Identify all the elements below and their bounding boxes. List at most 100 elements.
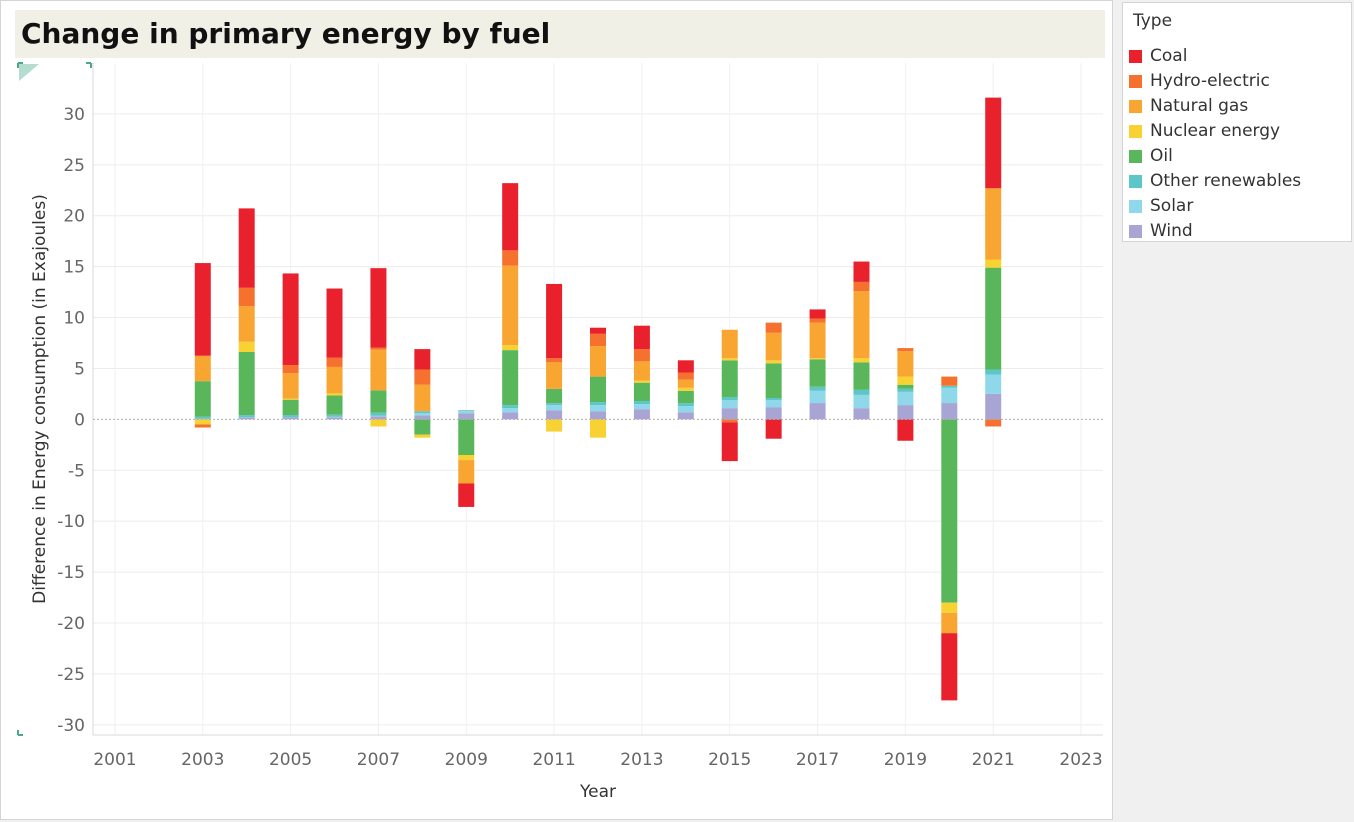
bar-segment-2005-oil [282,399,299,415]
bar-segment-2007-coal [370,268,387,348]
bar-segment-2013-oil [633,382,650,402]
bar-segment-2021-natural-gas [985,188,1002,260]
legend-item-coal[interactable]: Coal [1129,46,1349,71]
bar-segment-2011-other-renewables [546,403,563,406]
bar-segment-2006-nuclear-energy [326,393,343,396]
bar-segment-2021-oil [985,267,1002,370]
y-tick-label: -30 [57,716,85,736]
bar-segment-2004-natural-gas [238,306,255,342]
bar-segment-2012-natural-gas [590,346,606,377]
x-tick-label: 2019 [884,750,927,770]
legend-item-wind[interactable]: Wind [1129,221,1349,246]
bar-segment-2011-nuclear-energy [546,419,563,432]
bar-segment-2020-hydro-electric [941,376,958,386]
bar-segment-2011-oil [546,388,563,404]
legend-label: Solar [1150,196,1194,216]
bar-segment-2018-hydro-electric [853,281,870,292]
legend-label: Hydro-electric [1150,71,1270,91]
bar-segment-2010-other-renewables [502,405,519,409]
bar-segment-2003-coal [194,263,211,356]
bar-segment-2017-solar [809,390,826,404]
x-tick-label: 2003 [181,750,224,770]
bar-segment-2017-nuclear-energy [809,358,826,360]
bar-segment-2016-oil [765,363,782,398]
legend-item-other-renewables[interactable]: Other renewables [1129,171,1349,196]
y-tick-label: 30 [63,105,85,125]
bar-segment-2004-wind [238,417,255,420]
bar-segment-2014-hydro-electric [677,372,694,380]
x-tick-label: 2001 [93,750,136,770]
bar-segment-2005-natural-gas [282,373,299,399]
legend-swatch [1129,125,1142,138]
legend-swatch [1129,100,1142,113]
bar-segment-2007-other-renewables [370,412,387,416]
legend-title: Type [1133,11,1173,31]
x-tick-label: 2009 [445,750,488,770]
bar-segment-2021-nuclear-energy [985,259,1002,268]
bar-segment-2003-hydro-electric [194,424,211,428]
y-tick-label: 0 [74,410,85,430]
bar-segment-2019-nuclear-energy [897,376,914,385]
legend-label: Oil [1150,146,1173,166]
bar-segment-2011-coal [546,283,563,359]
legend-item-hydro-electric[interactable]: Hydro-electric [1129,71,1349,96]
y-tick-label: 5 [74,359,85,379]
bar-segment-2015-oil [721,360,738,397]
bar-segment-2021-other-renewables [985,369,1002,375]
y-tick-label: -5 [68,461,85,481]
bar-segment-2019-wind [897,405,914,420]
bar-segment-2007-wind [370,416,387,420]
bar-segment-2014-wind [677,412,694,420]
bar-segment-2012-nuclear-energy [590,419,606,438]
legend-item-solar[interactable]: Solar [1129,196,1349,221]
bar-segment-2018-nuclear-energy [853,358,870,363]
y-tick-label: 25 [63,156,85,176]
bar-segment-2015-coal [721,422,738,462]
legend-label: Coal [1150,46,1188,66]
title-bar: Change in primary energy by fuel [15,10,1105,58]
bar-segment-2019-other-renewables [897,388,914,392]
bar-segment-2012-coal [590,327,606,334]
bar-segment-2012-other-renewables [590,402,606,406]
x-tick-label: 2013 [620,750,663,770]
bar-segment-2020-coal [941,633,958,701]
legend-label: Wind [1150,221,1193,241]
bar-segment-2010-hydro-electric [502,250,519,266]
bar-segment-2012-solar [590,405,606,412]
bar-segment-2007-oil [370,390,387,413]
bar-segment-2017-hydro-electric [809,318,826,323]
bar-segment-2019-natural-gas [897,351,914,377]
bar-segment-2017-oil [809,359,826,387]
bar-segment-2019-coal [897,419,914,441]
bar-segment-2014-solar [677,406,694,413]
bar-segment-2004-oil [238,351,255,416]
bar-segment-2018-coal [853,261,870,282]
bar-segment-2014-coal [677,360,694,373]
bar-segment-2016-wind [765,407,782,420]
legend-swatch [1129,200,1142,213]
bar-segment-2003-oil [194,381,211,417]
bar-segment-2006-wind [326,417,343,420]
bar-segment-2004-other-renewables [238,415,255,418]
bar-segment-2008-solar [414,413,431,416]
legend-item-oil[interactable]: Oil [1129,146,1349,171]
bar-segment-2017-wind [809,403,826,420]
bar-segment-2016-other-renewables [765,397,782,401]
legend-item-natural-gas[interactable]: Natural gas [1129,96,1349,121]
bar-segment-2008-natural-gas [414,384,431,412]
bar-segment-2006-natural-gas [326,366,343,394]
bar-segment-2013-nuclear-energy [633,380,650,383]
legend-item-nuclear-energy[interactable]: Nuclear energy [1129,121,1349,146]
bar-segment-2015-nuclear-energy [721,358,738,361]
legend-swatch [1129,150,1142,163]
legend-label: Other renewables [1150,171,1302,191]
bar-segment-2011-hydro-electric [546,358,563,363]
bar-segment-2019-oil [897,384,914,389]
bar-segment-2008-wind [414,415,431,420]
legend-label: Natural gas [1150,96,1249,116]
bar-segment-2016-coal [765,419,782,439]
y-axis-title: Difference in Energy consumption (in Exa… [30,194,50,604]
bar-segment-2020-oil [941,419,958,603]
bar-segment-2011-wind [546,410,563,420]
bar-segment-2010-solar [502,408,519,413]
